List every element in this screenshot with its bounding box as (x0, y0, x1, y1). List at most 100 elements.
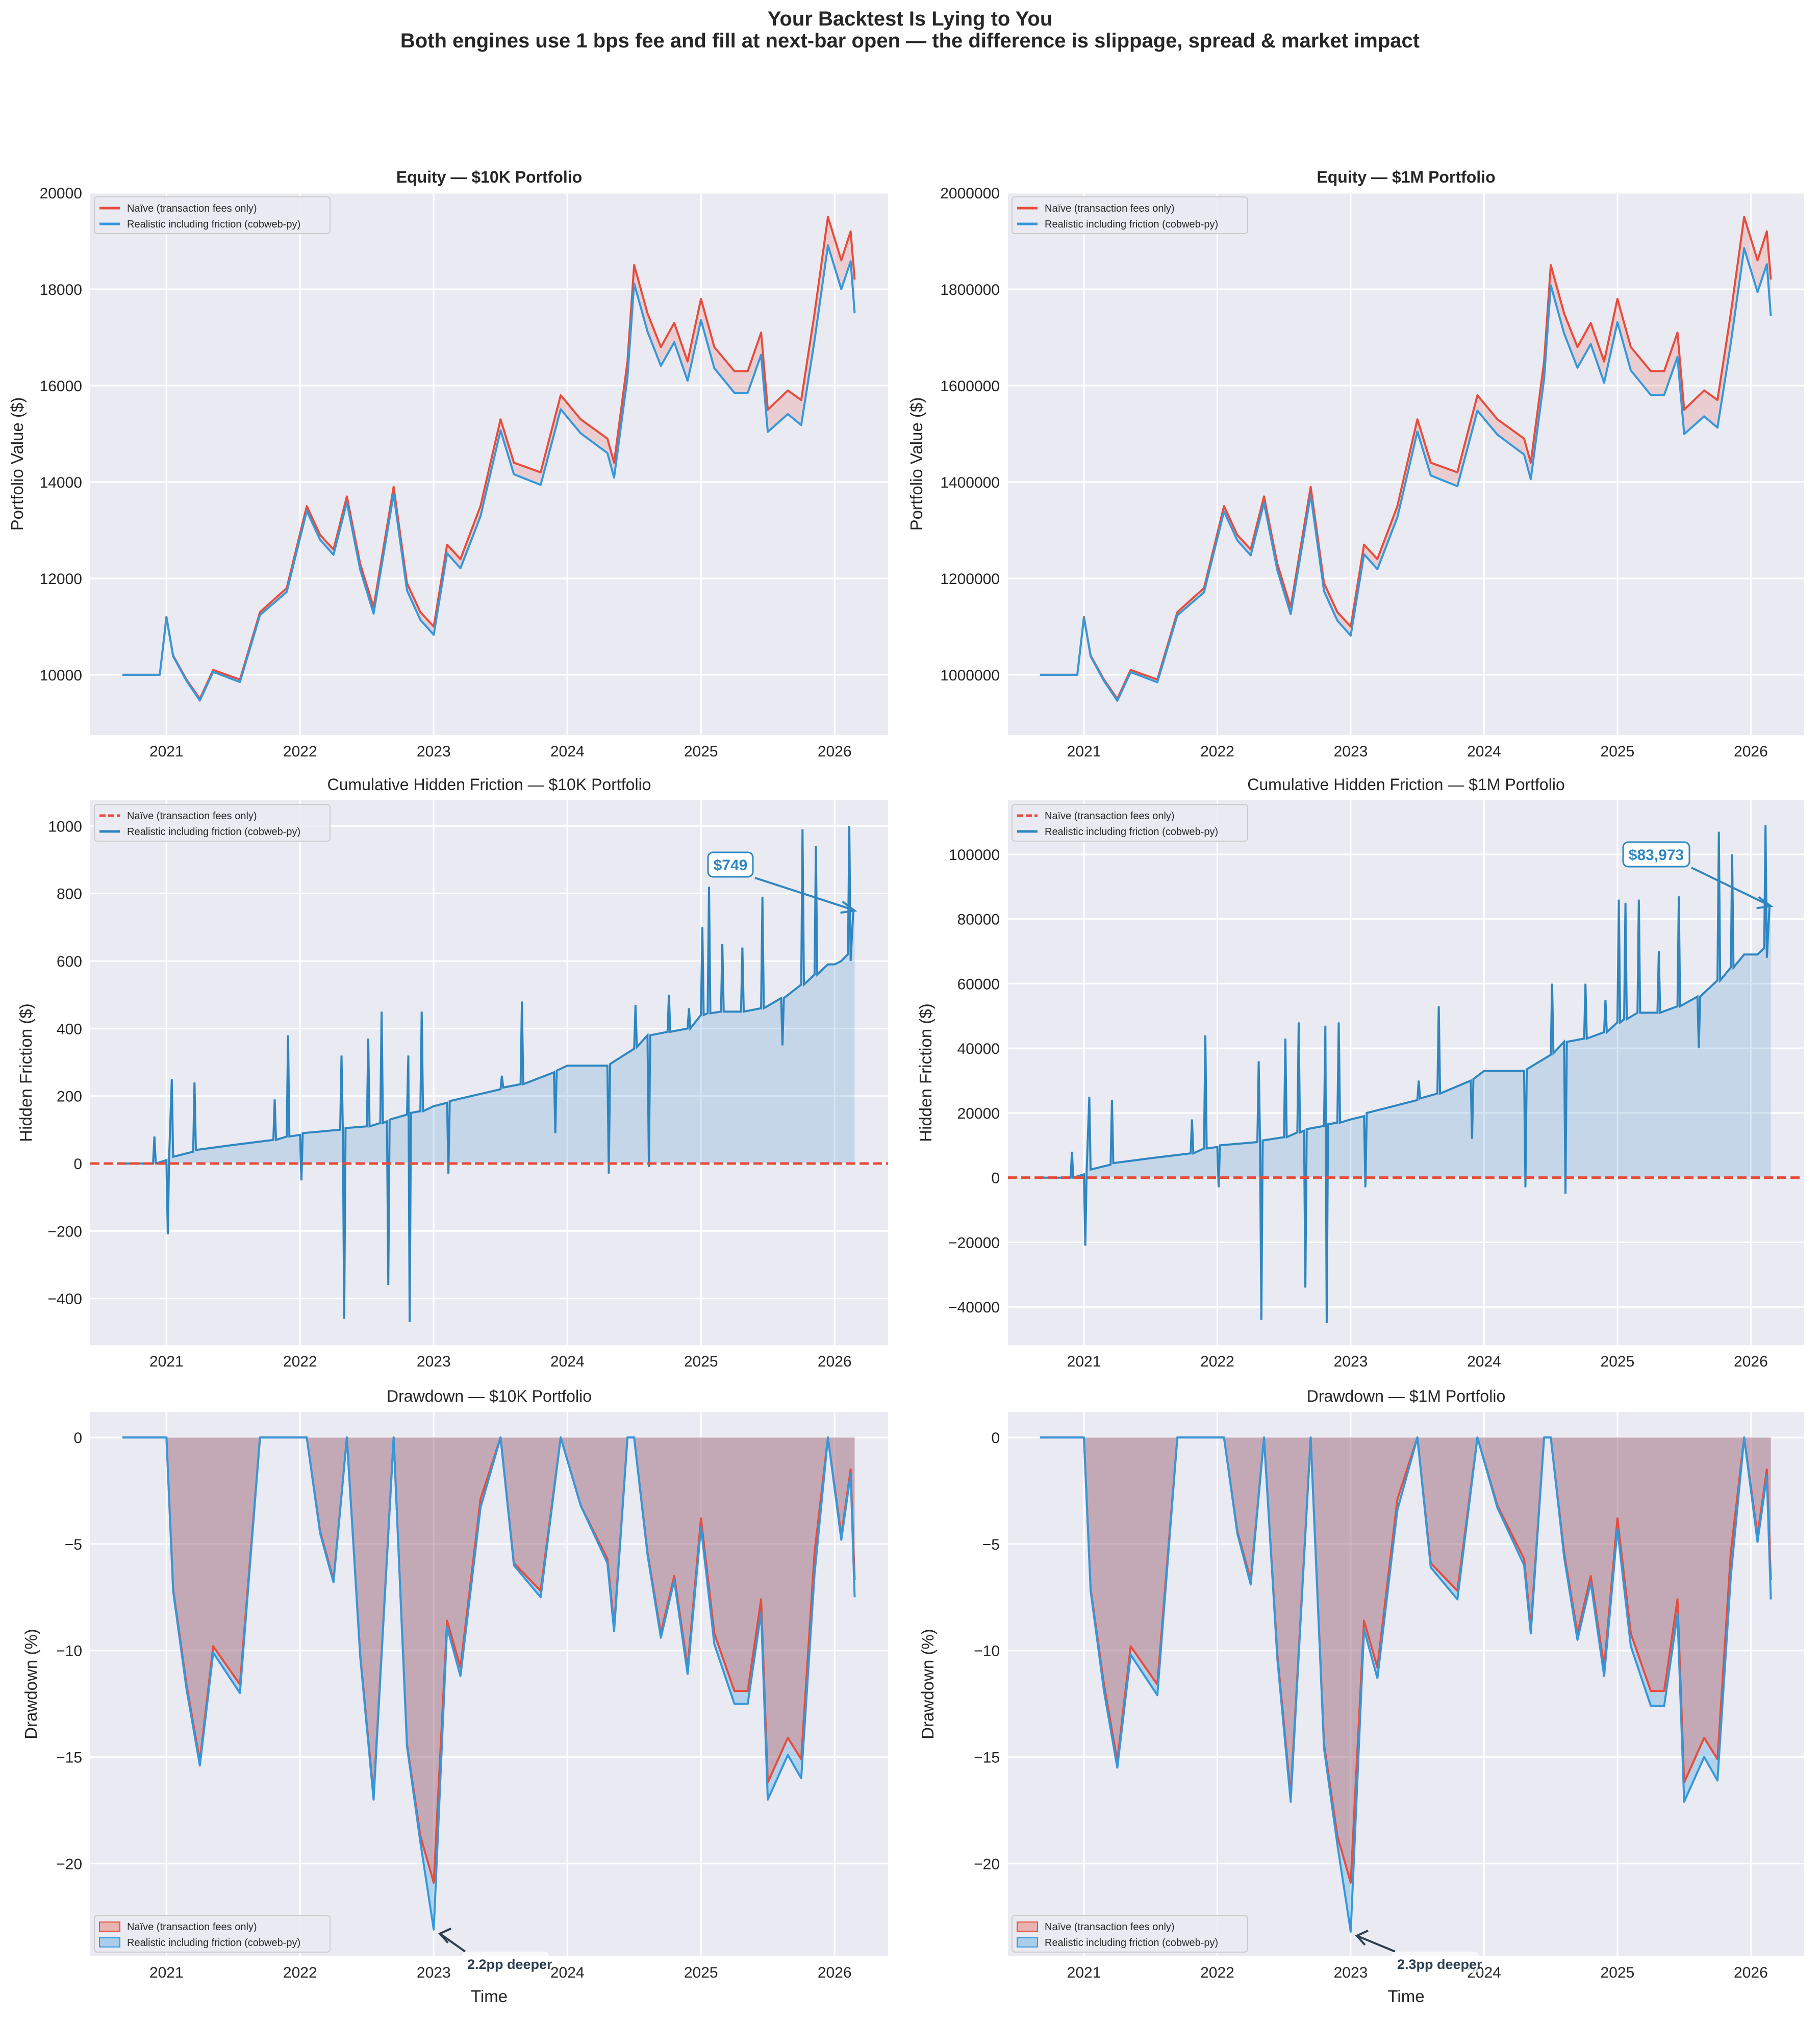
gap-fill-area (122, 217, 855, 701)
x-axis-label: Time (471, 1987, 508, 2006)
x-tick-label: 2024 (1467, 743, 1501, 760)
x-tick-label: 2023 (417, 743, 451, 760)
naive-drawdown-area (122, 1437, 855, 1883)
naive-legend-patch (1017, 1921, 1038, 1932)
realistic-series-line (122, 244, 856, 702)
y-tick-label: −400 (47, 1291, 82, 1308)
y-axis-label: Drawdown (%) (21, 1629, 40, 1739)
realistic-drawdown-area (122, 1437, 855, 1930)
y-tick-label: 1400000 (940, 474, 1000, 491)
friction-area (1040, 825, 1771, 1323)
plot-marks (1008, 825, 1804, 1323)
y-tick-label: 100000 (949, 847, 1000, 864)
x-axis-label: Time (1387, 1987, 1424, 2006)
y-tick-label: 60000 (957, 976, 1000, 993)
y-tick-label: 40000 (957, 1041, 1000, 1057)
y-tick-label: 1200000 (940, 571, 1000, 588)
x-tick-label: 2025 (1601, 1353, 1635, 1370)
y-tick-label: 400 (57, 1021, 82, 1038)
x-tick-label: 2026 (1734, 743, 1768, 760)
y-tick-label: −20000 (948, 1234, 1000, 1251)
plot-area (90, 193, 888, 735)
legend-label: Realistic including friction (cobweb-py) (1045, 219, 1218, 230)
y-tick-label: 0 (991, 1170, 1000, 1187)
panel-4: 2021 2022 2023 2024 2025 2026 −40000 −20000 0 200… (916, 775, 1804, 1370)
y-tick-label: 10000 (40, 667, 82, 684)
x-tick-label: 2025 (1601, 1964, 1635, 1981)
x-tick-label: 2022 (1200, 743, 1234, 760)
y-tick-label: 1800000 (940, 282, 1000, 298)
x-tick-label: 2024 (550, 743, 585, 760)
annotation-label: 2.3pp deeper (1397, 1957, 1482, 1972)
panel-title: Drawdown — $10K Portfolio (387, 1387, 592, 1405)
annotation-arrowhead (438, 1927, 452, 1944)
annotation-box (707, 851, 754, 878)
plot-area (1008, 193, 1804, 735)
x-tick-label: 2026 (1734, 1964, 1768, 1981)
y-tick-label: −10 (56, 1643, 82, 1660)
annotation-label: $83,973 (1629, 847, 1684, 864)
x-tick-label: 2023 (417, 1353, 451, 1370)
x-tick-label: 2022 (283, 1353, 317, 1370)
plot-area (1008, 1412, 1804, 1956)
y-tick-label: 18000 (40, 282, 82, 298)
panel-title: Cumulative Hidden Friction — $1M Portfol… (1247, 775, 1564, 794)
annotation-label: $749 (714, 857, 748, 874)
x-tick-label: 2021 (1067, 1353, 1101, 1370)
y-tick-label: −15 (974, 1750, 1000, 1766)
figure-title: Your Backtest Is Lying to You (768, 8, 1053, 30)
x-tick-label: 2021 (149, 743, 184, 760)
annotation-box (1392, 1952, 1479, 1973)
realistic-series-line (122, 1436, 856, 1931)
x-tick-label: 2023 (1334, 1353, 1368, 1370)
y-axis-label: Portfolio Value ($) (907, 397, 926, 531)
realistic-friction-line (1040, 825, 1771, 1323)
x-tick-label: 2022 (283, 1964, 317, 1981)
naive-drawdown-area (1040, 1437, 1771, 1883)
legend: Naïve (transaction fees only) Realistic i… (1012, 804, 1248, 842)
y-axis-label: Hidden Friction ($) (16, 1003, 35, 1142)
plot-marks (122, 216, 856, 702)
x-tick-label: 2023 (1334, 743, 1368, 760)
x-tick-label: 2021 (149, 1353, 184, 1370)
legend-label: Realistic including friction (cobweb-py) (127, 826, 300, 838)
realistic-series-line (1040, 1436, 1772, 1933)
realistic-drawdown-area (1040, 1437, 1771, 1932)
plot-area (1008, 800, 1804, 1345)
friction-area (122, 826, 855, 1322)
x-tick-label: 2022 (283, 743, 317, 760)
y-tick-label: 20000 (40, 185, 82, 202)
x-tick-label: 2023 (1334, 1964, 1368, 1981)
legend-label: Naïve (transaction fees only) (127, 811, 257, 822)
x-tick-label: 2021 (1067, 1964, 1101, 1981)
y-tick-label: 1000 (48, 818, 82, 835)
annotation-arrowhead (1756, 896, 1774, 909)
panel-title: Drawdown — $1M Portfolio (1307, 1387, 1505, 1405)
y-tick-label: −10 (974, 1643, 1000, 1660)
y-tick-label: 0 (991, 1430, 1000, 1447)
y-tick-label: 1600000 (940, 378, 1000, 395)
y-axis-label: Portfolio Value ($) (8, 397, 27, 531)
legend-label: Realistic including friction (cobweb-py) (1045, 826, 1218, 838)
panel-title: Cumulative Hidden Friction — $10K Portfo… (327, 775, 651, 794)
y-tick-label: 0 (73, 1430, 82, 1447)
annotation-arrow (1356, 1935, 1396, 1953)
legend-label: Realistic including friction (cobweb-py) (127, 1937, 300, 1949)
y-tick-label: 200 (57, 1089, 82, 1105)
plot-area (90, 800, 888, 1345)
realistic-series-line (1040, 247, 1772, 702)
x-tick-label: 2025 (684, 1964, 718, 1981)
legend-label: Naïve (transaction fees only) (1045, 1921, 1175, 1933)
annotation-box (462, 1952, 549, 1973)
y-tick-label: −20 (974, 1856, 1000, 1873)
legend-label: Naïve (transaction fees only) (127, 1921, 257, 1933)
x-tick-label: 2024 (1467, 1353, 1501, 1370)
gap-fill-area (1040, 217, 1771, 701)
x-tick-label: 2025 (684, 743, 718, 760)
realistic-legend-patch (1017, 1937, 1038, 1948)
x-tick-label: 2026 (818, 743, 852, 760)
x-tick-label: 2022 (1200, 1964, 1234, 1981)
x-tick-label: 2026 (818, 1964, 852, 1981)
legend: Naïve (transaction fees only) Realistic i… (94, 1915, 331, 1953)
